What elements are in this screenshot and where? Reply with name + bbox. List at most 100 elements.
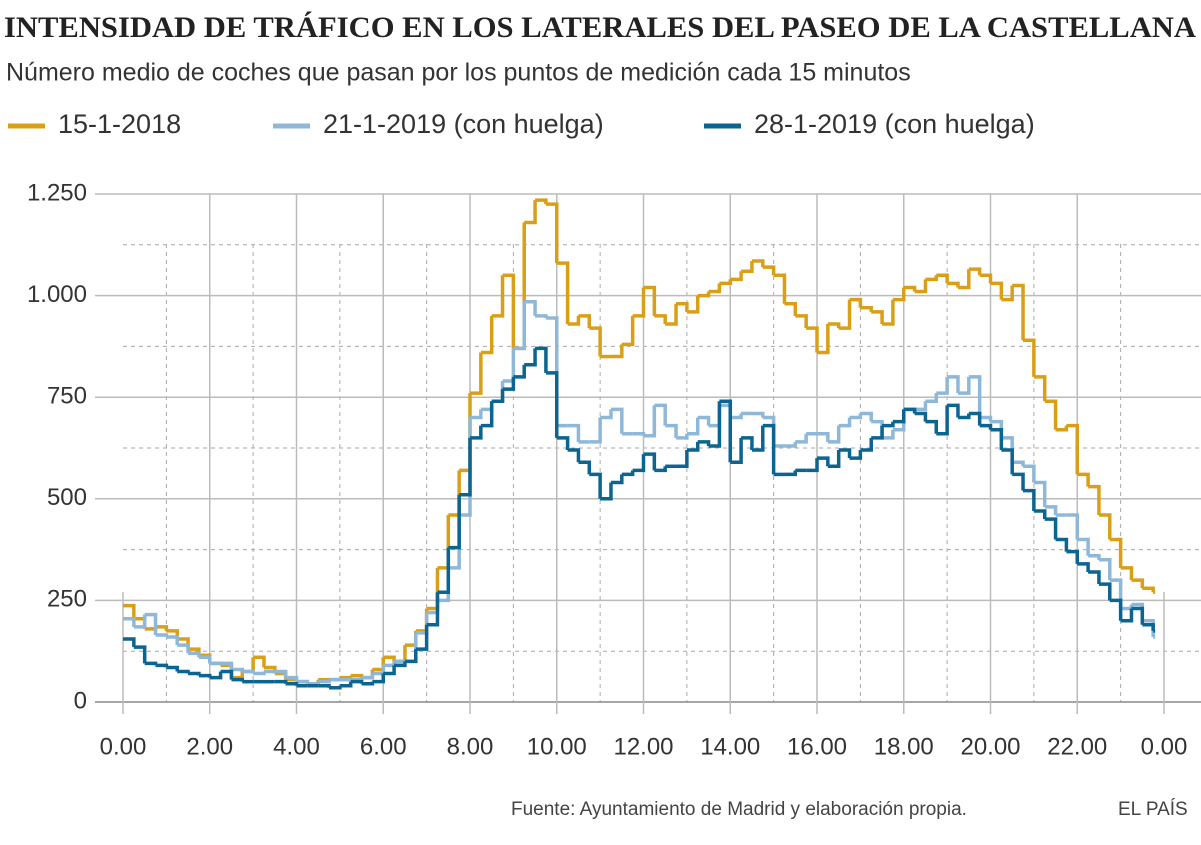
series-step — [144, 661, 158, 666]
series-step — [838, 448, 852, 459]
series-step — [936, 405, 949, 436]
series-step — [589, 472, 602, 499]
legend-label: 15-1-2018 — [58, 109, 181, 139]
series-step — [849, 450, 863, 460]
series-step — [133, 645, 147, 664]
series-step — [686, 295, 700, 314]
y-tick-label: 250 — [47, 586, 87, 613]
series-step — [968, 375, 982, 418]
series-step — [556, 436, 570, 451]
series-step — [470, 425, 483, 440]
series-step — [741, 436, 754, 451]
series-step — [882, 299, 895, 326]
series-step — [1120, 566, 1134, 581]
x-tick-label: 8.00 — [447, 733, 494, 760]
series-step — [524, 200, 537, 225]
series-step — [198, 655, 212, 664]
series-step — [697, 415, 711, 426]
series-step — [513, 364, 526, 379]
series-step — [1012, 472, 1025, 491]
series-step — [1131, 606, 1145, 625]
series-step — [198, 673, 212, 678]
series-step — [795, 433, 808, 444]
series-step — [708, 401, 722, 448]
series-step — [318, 679, 331, 684]
x-tick-label: 18.00 — [874, 733, 934, 760]
series-step — [589, 326, 602, 357]
series-step — [502, 273, 516, 349]
series-step — [838, 299, 852, 330]
series-step — [535, 346, 548, 373]
series-step — [535, 314, 548, 318]
x-tick-label: 20.00 — [960, 733, 1020, 760]
series-step — [719, 279, 732, 286]
series-step — [784, 301, 798, 316]
series-step — [470, 409, 483, 420]
series-step — [968, 411, 982, 426]
series-step — [545, 202, 559, 264]
series-step — [730, 271, 743, 282]
series-step — [339, 681, 353, 688]
series-step — [177, 669, 190, 674]
series-step — [719, 399, 732, 463]
series-step — [914, 401, 928, 412]
legend-label: 21-1-2019 (con huelga) — [323, 109, 604, 139]
x-tick-label: 16.00 — [787, 733, 847, 760]
series-step — [1055, 537, 1069, 552]
series-step — [437, 547, 451, 595]
series-step — [589, 417, 602, 444]
series-step — [795, 314, 808, 329]
series-step — [231, 671, 245, 680]
series-step — [578, 314, 592, 329]
series-step — [914, 279, 928, 294]
series-step — [350, 677, 364, 682]
series-step — [567, 448, 581, 463]
series-step — [751, 425, 765, 452]
series-step — [1001, 285, 1014, 302]
series-step — [1023, 464, 1036, 483]
series-step — [892, 287, 906, 302]
series-step — [1066, 513, 1079, 540]
series-step — [1023, 338, 1036, 377]
series-step — [448, 494, 461, 550]
series-step — [480, 401, 494, 428]
series-step — [914, 411, 928, 422]
series-step — [502, 376, 516, 391]
series-step — [697, 291, 711, 298]
series-step — [968, 267, 982, 276]
series-step — [632, 454, 646, 473]
series-step — [567, 423, 581, 442]
series-step — [361, 681, 375, 686]
series-step — [957, 269, 971, 290]
series-step — [253, 655, 266, 668]
series-step — [329, 685, 342, 690]
series-step — [513, 301, 526, 351]
series-step — [751, 411, 765, 418]
x-tick-label: 2.00 — [186, 733, 233, 760]
series-step — [144, 612, 158, 635]
series-step — [957, 376, 971, 395]
series-step — [1023, 488, 1036, 511]
series-step — [524, 299, 537, 316]
series-step — [177, 643, 190, 654]
series-step — [676, 450, 689, 469]
legend-label: 28-1-2019 (con huelga) — [754, 109, 1035, 139]
series-step — [123, 603, 136, 619]
series-step — [1142, 623, 1155, 631]
series-step — [925, 275, 939, 282]
series-step — [621, 315, 635, 347]
series-step — [610, 407, 624, 434]
series-step — [1088, 570, 1101, 585]
y-tick-label: 1.250 — [27, 179, 87, 206]
series-step — [1044, 505, 1058, 516]
series-step — [827, 450, 841, 469]
series-step — [535, 198, 548, 205]
series-step — [827, 425, 841, 444]
series-step — [990, 281, 1004, 300]
series-step — [491, 389, 505, 404]
series-step — [1033, 480, 1047, 507]
series-step — [1033, 375, 1047, 402]
series-step — [383, 665, 396, 676]
series-step — [882, 421, 895, 428]
